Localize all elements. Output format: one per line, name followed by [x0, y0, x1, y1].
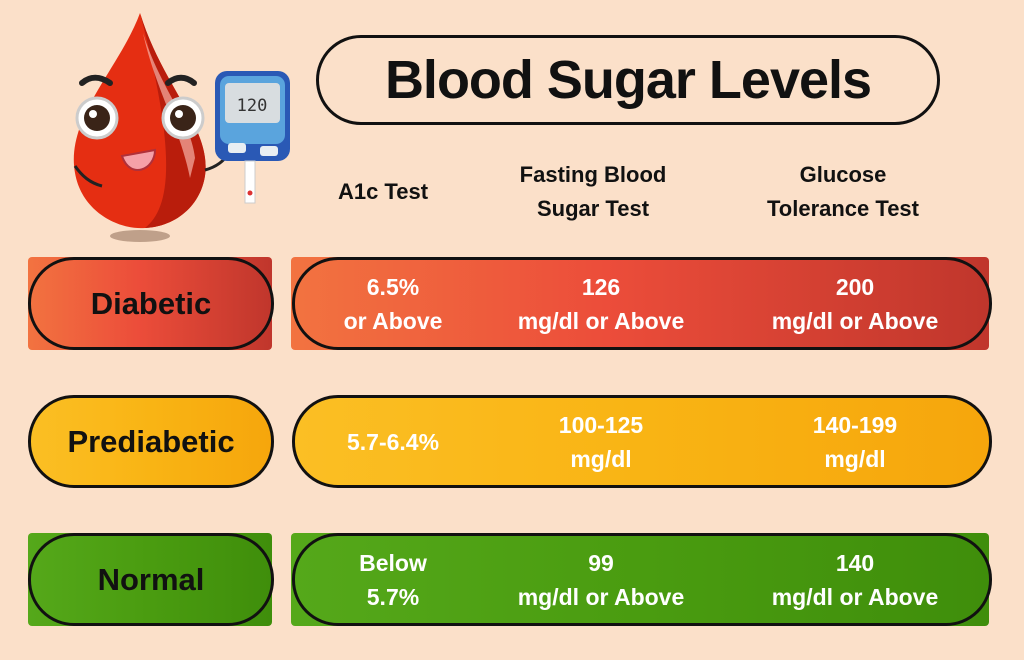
value-cell: 126 mg/dl or Above	[517, 273, 685, 334]
row-values-diabetic: 6.5% or Above 126 mg/dl or Above 200 mg/…	[292, 257, 992, 350]
value-cell: 6.5% or Above	[343, 273, 443, 334]
value-cell: 140-199 mg/dl	[812, 411, 898, 472]
value-cell: Below 5.7%	[359, 549, 427, 610]
row-label-normal: Normal	[28, 533, 274, 626]
value-cell: 200 mg/dl or Above	[771, 273, 939, 334]
column-header-a1c: A1c Test	[337, 179, 429, 204]
normal-values-backdrop	[291, 533, 989, 626]
meter-reading: 120	[237, 96, 268, 116]
diabetic-values-backdrop	[291, 257, 989, 350]
value-cell: 140 mg/dl or Above	[771, 549, 939, 610]
blood-drop-mascot-illustration: 120	[73, 13, 290, 242]
value-cell: 5.7-6.4%	[346, 428, 440, 455]
value-cell: 99 mg/dl or Above	[517, 549, 685, 610]
row-label-diabetic: Diabetic	[28, 257, 274, 350]
column-header-fasting: Fasting Blood Sugar Test	[519, 162, 667, 221]
value-cell: 100-125 mg/dl	[558, 411, 644, 472]
row-values-normal: Below 5.7% 99 mg/dl or Above 140 mg/dl o…	[292, 533, 992, 626]
row-values-prediabetic: 5.7-6.4% 100-125 mg/dl 140-199 mg/dl	[292, 395, 992, 488]
column-header-glucose: Glucose Tolerance Test	[766, 162, 919, 221]
row-label-prediabetic: Prediabetic	[28, 395, 274, 488]
page-title: Blood Sugar Levels	[316, 35, 940, 125]
